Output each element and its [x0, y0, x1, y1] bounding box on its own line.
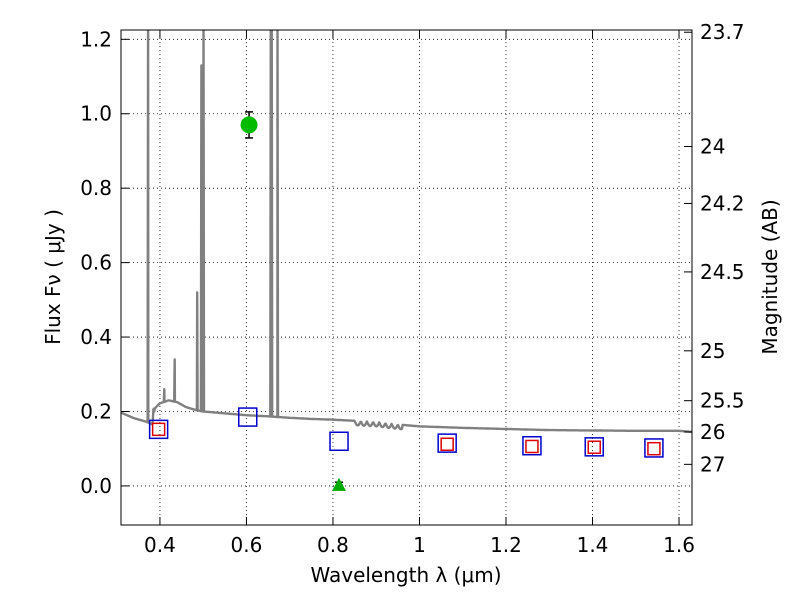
marker-layer	[148, 111, 664, 491]
mag-tick-label: 26	[700, 420, 725, 444]
mag-tick-label: 24.2	[700, 191, 745, 215]
mag-tick-label: 23.7	[700, 20, 745, 44]
mag-tick-label: 25	[700, 339, 725, 363]
y-axis-right-label: Magnitude (AB)	[758, 199, 782, 354]
y-tick-label: 0.0	[80, 474, 112, 498]
square-marker	[148, 419, 169, 440]
square-marker	[584, 437, 604, 457]
square-marker	[329, 431, 349, 452]
y-tick-label: 1.0	[80, 102, 112, 126]
y-tick-label: 1.2	[80, 27, 112, 51]
x-tick-label: 0.8	[317, 533, 349, 557]
triangle-marker	[332, 477, 347, 491]
tick-layer	[121, 30, 692, 525]
sed-spectrum-line	[121, 30, 692, 434]
grid-lines	[121, 30, 692, 525]
circle-marker	[240, 116, 258, 134]
sed-layer	[121, 30, 692, 434]
y-tick-label: 0.4	[80, 325, 112, 349]
y-tick-label: 0.2	[80, 399, 112, 423]
x-axis-label: Wavelength λ (μm)	[310, 563, 501, 587]
plot-frame	[120, 29, 693, 526]
square-marker	[644, 438, 664, 458]
square-marker	[437, 433, 457, 453]
mag-tick-label: 25.5	[700, 389, 745, 413]
x-tick-label: 1.6	[663, 533, 695, 557]
square-marker	[237, 407, 258, 427]
square-marker	[647, 441, 661, 456]
x-tick-label: 1.4	[577, 533, 609, 557]
y-axis-label: Flux Fν ( μJy )	[41, 209, 65, 345]
y-tick-label: 0.8	[80, 176, 112, 200]
x-tick-label: 1	[413, 533, 426, 557]
x-tick-label: 0.4	[144, 533, 176, 557]
x-tick-label: 1.2	[490, 533, 522, 557]
mag-tick-label: 24.5	[700, 260, 745, 284]
x-tick-label: 0.6	[231, 533, 263, 557]
square-marker	[525, 439, 539, 454]
square-marker	[522, 435, 542, 456]
square-marker	[587, 440, 601, 454]
mag-tick-label: 27	[700, 452, 725, 476]
square-marker	[151, 422, 166, 437]
y-tick-label: 0.6	[80, 251, 112, 275]
mag-tick-label: 24	[700, 134, 725, 158]
square-marker	[440, 437, 454, 451]
tick-label-layer: 0.4 0.6 0.8 1 1.2 1.4 1.6 0.0 0.2 0.4 0.6 0.8 1.0 1.2…	[80, 20, 744, 557]
